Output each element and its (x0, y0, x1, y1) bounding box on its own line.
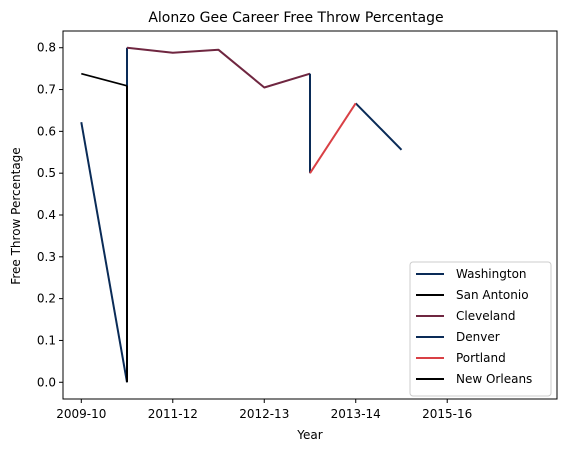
y-tick-label: 0.6 (37, 124, 56, 138)
legend-entry-portland: Portland (456, 351, 506, 365)
legend: Washington San Antonio Cleveland Denver Port… (409, 261, 552, 397)
y-tick-label: 0.8 (37, 41, 56, 55)
series-line-washington (80, 122, 128, 383)
y-tick-label: 0.5 (37, 166, 56, 180)
y-axis-label: Free Throw Percentage (9, 147, 23, 284)
series-line-san-antonio (81, 72, 128, 87)
series-segment-1 (354, 102, 403, 151)
legend-entry-new-orleans: New Orleans (456, 372, 532, 386)
series-line-cleveland (126, 46, 311, 89)
y-tick-label: 0.0 (37, 375, 56, 389)
y-tick-label: 0.2 (37, 292, 56, 306)
y-tick-label: 0.7 (37, 83, 56, 97)
legend-entry-san-antonio: San Antonio (456, 288, 529, 302)
legend-entry-cleveland: Cleveland (456, 309, 516, 323)
chart-title: Alonzo Gee Career Free Throw Percentage (148, 10, 443, 26)
x-axis-ticks: 2009-10 2011-12 2012-13 2013-14 2015-16 (56, 399, 472, 421)
legend-entry-washington: Washington (456, 267, 527, 281)
series-line-portland (309, 102, 357, 174)
y-axis-ticks: 0.0 0.1 0.2 0.3 0.4 0.5 0.6 0.7 0.8 (37, 41, 63, 389)
series-lines (80, 46, 403, 383)
x-tick-label: 2015-16 (422, 407, 472, 421)
x-tick-label: 2012-13 (239, 407, 289, 421)
x-tick-label: 2011-12 (148, 407, 198, 421)
y-tick-label: 0.3 (37, 250, 56, 264)
x-axis-label: Year (296, 428, 322, 442)
x-tick-label: 2009-10 (56, 407, 106, 421)
legend-entry-denver: Denver (456, 330, 500, 344)
x-tick-label: 2013-14 (331, 407, 381, 421)
y-tick-label: 0.4 (37, 208, 56, 222)
legend-box (409, 261, 552, 397)
y-tick-label: 0.1 (37, 333, 56, 347)
